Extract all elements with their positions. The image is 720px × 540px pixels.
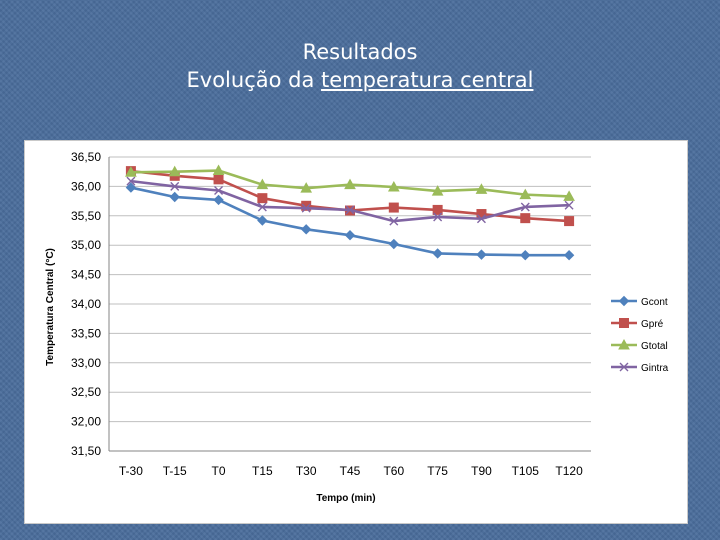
legend-label: Gintra [641,363,669,374]
legend-marker [619,318,629,328]
series-gtotal [125,164,575,201]
data-point [476,214,486,224]
data-point [433,212,443,222]
line-chart: 31,50 32,00 32,50 33,00 33,50 34,00 34,50 35,00… [45,150,669,504]
x-tick-label: T120 [555,464,583,478]
data-point [168,165,181,177]
y-tick-label: 33,00 [71,356,101,370]
x-tick-label: T75 [427,464,448,478]
data-point [256,178,269,190]
y-tick-label: 32,50 [71,385,101,399]
data-point [431,185,444,196]
slide-title: Resultados Evolução da temperatura centr… [0,38,720,94]
legend-label: Gpré [641,319,664,330]
data-point [344,178,356,190]
x-tick-label: T15 [252,464,273,478]
legend-item: Gintra [611,362,669,374]
data-point [125,182,137,193]
y-tick-label: 36,50 [71,150,101,164]
data-point [432,248,443,259]
title-line-2: Evolução da temperatura central [0,66,720,94]
x-tick-label: T-30 [119,464,143,478]
legend-label: Gtotal [641,341,668,352]
data-point [475,183,488,194]
data-point [389,216,399,226]
data-point [345,205,355,215]
data-point [563,190,575,201]
title-underlined: temperatura central [321,68,534,92]
title-line-1: Resultados [302,40,418,64]
legend-label: Gcont [641,297,668,308]
data-point [301,203,311,213]
series-gpr- [125,166,575,227]
chart-panel: 31,50 32,00 32,50 33,00 33,50 34,00 34,50 35,00… [24,140,688,524]
series-gintra [126,176,574,226]
data-point [476,249,487,260]
x-tick-label: T45 [340,464,361,478]
data-point [520,249,531,261]
y-tick-label: 34,50 [71,268,101,282]
y-tick-label: 31,50 [71,444,101,458]
data-point [212,164,225,176]
data-point [125,166,137,177]
y-tick-label: 35,00 [71,238,101,252]
y-tick-label: 36,00 [71,179,101,193]
legend-marker [618,338,630,350]
legend-marker [619,362,629,372]
data-point [564,216,575,227]
y-tick-label: 32,00 [71,415,101,429]
legend-item: Gcont [611,295,668,308]
data-point [169,191,180,203]
data-point [213,194,224,206]
data-point [213,174,224,185]
legend-item: Gpré [611,318,664,330]
y-tick-label: 34,00 [71,297,101,311]
data-point [388,202,399,213]
data-point [301,200,312,211]
x-axis-title: Tempo (min) [316,493,375,504]
data-point [300,182,313,193]
data-point [257,193,268,204]
x-tick-label: T105 [512,464,540,478]
data-point [519,188,532,200]
y-tick-label: 33,50 [71,326,101,340]
y-axis-title: Temperatura Central (°C) [45,248,56,366]
data-point [257,202,267,212]
legend-marker [618,295,630,307]
data-point [300,224,312,235]
data-point [214,186,224,196]
x-tick-label: T60 [383,464,404,478]
x-tick-label: T0 [212,464,226,478]
data-point [520,202,530,212]
data-point [126,176,136,186]
data-point [170,181,180,191]
data-point [563,249,575,261]
data-point [388,238,400,250]
data-point [344,229,356,241]
legend-item: Gtotal [611,338,668,352]
series-gcont [125,182,575,261]
data-point [432,204,443,215]
data-point [564,200,574,210]
x-tick-label: T-15 [163,464,187,478]
data-point [387,180,400,192]
title-prefix: Evolução da [186,68,322,92]
x-tick-label: T30 [296,464,317,478]
y-tick-label: 35,50 [71,209,101,223]
data-point [257,215,268,226]
x-tick-label: T90 [471,464,492,478]
data-point [520,213,531,224]
